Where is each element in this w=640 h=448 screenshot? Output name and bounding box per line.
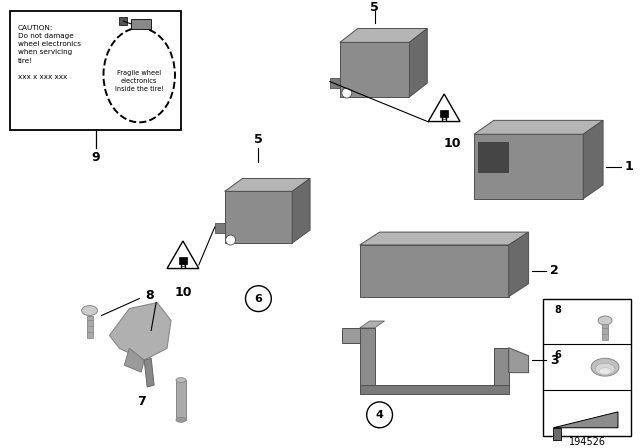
Polygon shape [494,348,509,384]
Polygon shape [602,324,608,340]
Polygon shape [583,121,603,199]
Polygon shape [179,257,187,264]
Polygon shape [340,43,410,97]
Text: 5: 5 [371,1,379,14]
Polygon shape [225,178,310,191]
Polygon shape [330,78,340,87]
FancyBboxPatch shape [120,17,127,25]
Polygon shape [214,223,225,233]
Polygon shape [554,412,618,428]
Polygon shape [360,245,509,297]
Ellipse shape [82,306,97,315]
Polygon shape [342,328,360,343]
Polygon shape [167,241,199,268]
Text: 6: 6 [255,293,262,304]
Text: 194526: 194526 [569,437,605,447]
FancyBboxPatch shape [543,299,631,436]
Polygon shape [225,191,292,243]
FancyBboxPatch shape [478,142,508,172]
Circle shape [246,286,271,311]
Polygon shape [474,121,603,134]
Polygon shape [554,428,561,439]
Polygon shape [474,134,583,199]
Text: 8: 8 [145,289,154,302]
Polygon shape [292,178,310,243]
Ellipse shape [176,418,186,422]
FancyBboxPatch shape [131,19,151,29]
Circle shape [226,235,236,245]
Polygon shape [176,380,186,420]
Text: 1: 1 [625,160,633,173]
Polygon shape [360,321,385,328]
Text: 3: 3 [550,354,559,367]
Polygon shape [360,232,529,245]
Ellipse shape [598,316,612,325]
Text: 2: 2 [550,264,559,277]
Polygon shape [340,29,428,43]
Text: 10: 10 [444,137,461,150]
Circle shape [342,88,352,98]
Text: 🔌: 🔌 [442,112,446,119]
Polygon shape [440,110,448,117]
FancyBboxPatch shape [10,11,181,130]
Polygon shape [109,302,171,360]
Polygon shape [509,232,529,297]
Text: 10: 10 [174,286,192,299]
Polygon shape [410,29,428,97]
Polygon shape [124,348,144,372]
Polygon shape [509,348,529,373]
Text: 🔌: 🔌 [181,259,185,266]
Text: 7: 7 [137,396,145,409]
Ellipse shape [595,363,615,375]
Text: 6: 6 [554,350,561,360]
Text: CAUTION:
Do not damage
wheel electronics
when servicing
tire!

xxx x xxx xxx: CAUTION: Do not damage wheel electronics… [18,25,81,80]
Ellipse shape [599,368,611,375]
Polygon shape [360,328,374,384]
Polygon shape [428,94,460,121]
Polygon shape [144,358,154,387]
Ellipse shape [104,28,175,122]
Polygon shape [86,315,93,338]
Ellipse shape [591,358,619,376]
Text: Fragile wheel
electronics
inside the tire!: Fragile wheel electronics inside the tir… [115,70,164,92]
Text: 8: 8 [554,305,561,314]
Text: 5: 5 [254,133,263,146]
Polygon shape [360,384,509,395]
Circle shape [367,402,392,428]
Text: 4: 4 [376,410,383,420]
Text: 9: 9 [92,151,100,164]
Ellipse shape [176,378,186,383]
